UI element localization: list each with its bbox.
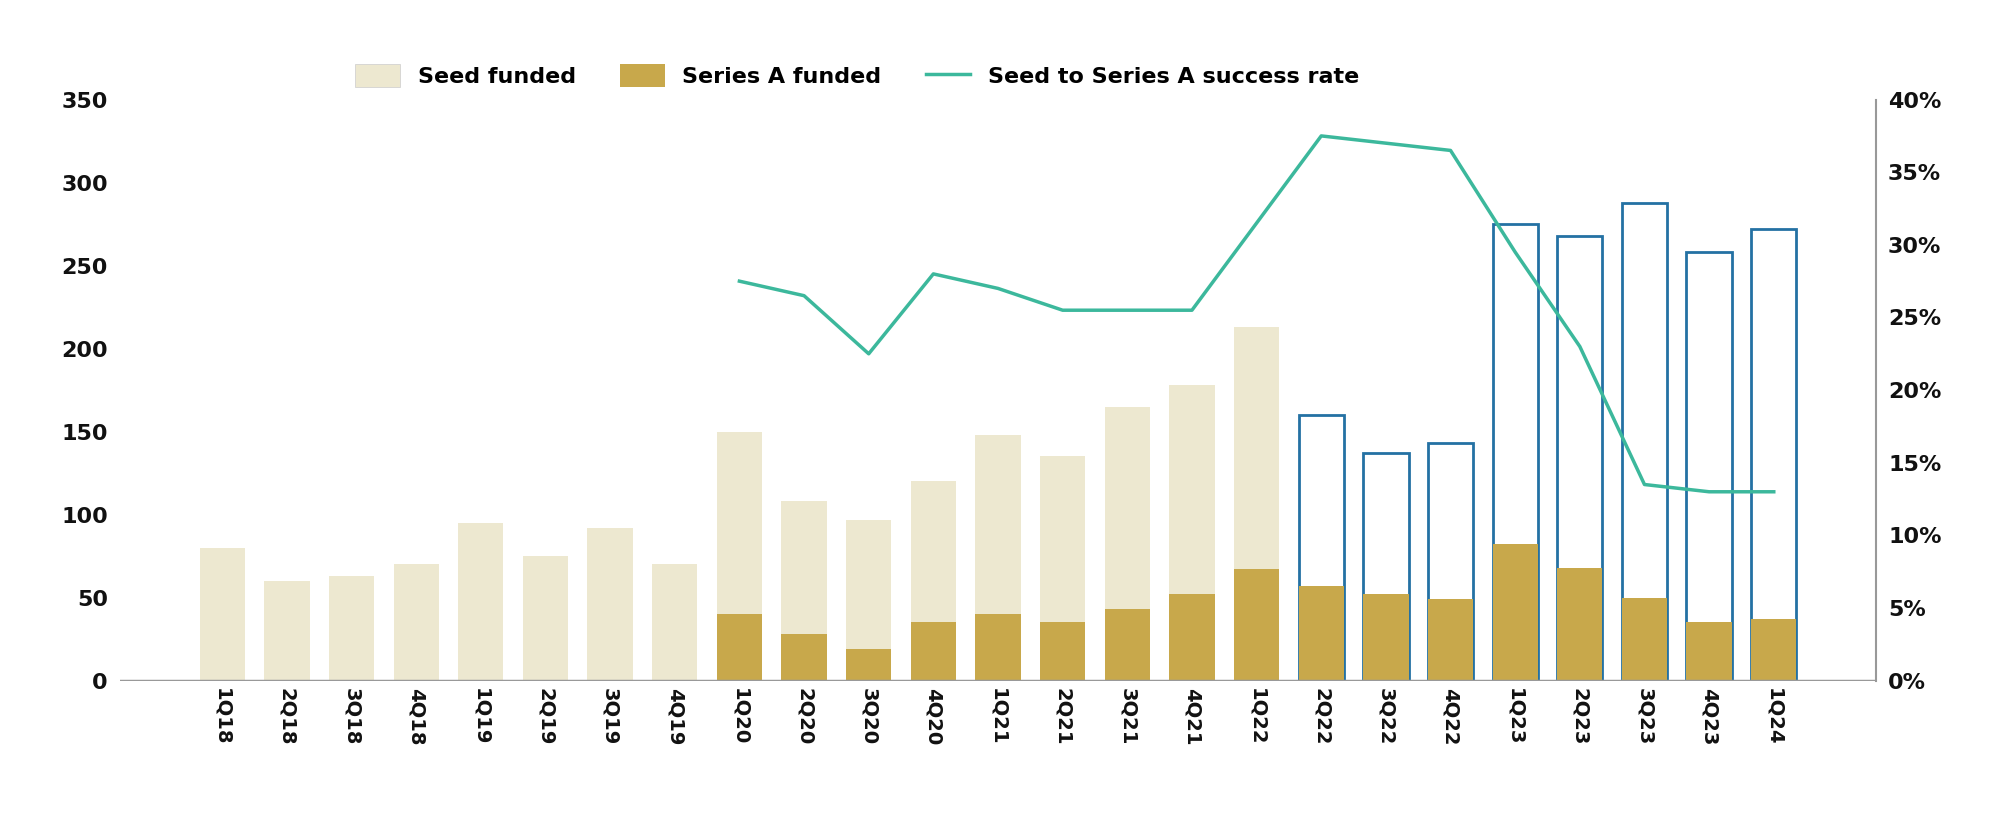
Bar: [587, 528, 633, 681]
Bar: [1493, 224, 1537, 681]
Bar: [976, 614, 1020, 681]
Bar: [1750, 619, 1796, 681]
Bar: [1687, 622, 1733, 681]
Bar: [1104, 407, 1150, 681]
Bar: [910, 481, 956, 681]
Bar: [717, 614, 762, 681]
Bar: [846, 520, 892, 681]
Bar: [1040, 457, 1086, 681]
Bar: [1170, 385, 1216, 681]
Bar: [846, 649, 892, 681]
Bar: [780, 634, 826, 681]
Bar: [910, 622, 956, 681]
Bar: [459, 523, 503, 681]
Bar: [1557, 568, 1603, 681]
Bar: [1427, 599, 1473, 681]
Bar: [263, 581, 309, 681]
Bar: [1363, 453, 1409, 681]
Bar: [1623, 203, 1667, 681]
Bar: [1557, 236, 1603, 681]
Bar: [393, 564, 439, 681]
Bar: [523, 556, 569, 681]
Bar: [329, 576, 373, 681]
Legend: Seed funded, Series A funded, Seed to Series A success rate: Seed funded, Series A funded, Seed to Se…: [355, 64, 1359, 87]
Bar: [1493, 544, 1537, 681]
Bar: [1427, 443, 1473, 681]
Bar: [1040, 622, 1086, 681]
Bar: [1170, 594, 1216, 681]
Bar: [1104, 609, 1150, 681]
Bar: [653, 564, 697, 681]
Bar: [1234, 327, 1279, 681]
Bar: [1623, 598, 1667, 681]
Bar: [717, 432, 762, 681]
Bar: [780, 501, 826, 681]
Bar: [1234, 569, 1279, 681]
Bar: [200, 548, 246, 681]
Bar: [1363, 594, 1409, 681]
Bar: [1687, 252, 1733, 681]
Bar: [1299, 586, 1343, 681]
Bar: [1299, 415, 1343, 681]
Bar: [976, 435, 1020, 681]
Bar: [1750, 229, 1796, 681]
